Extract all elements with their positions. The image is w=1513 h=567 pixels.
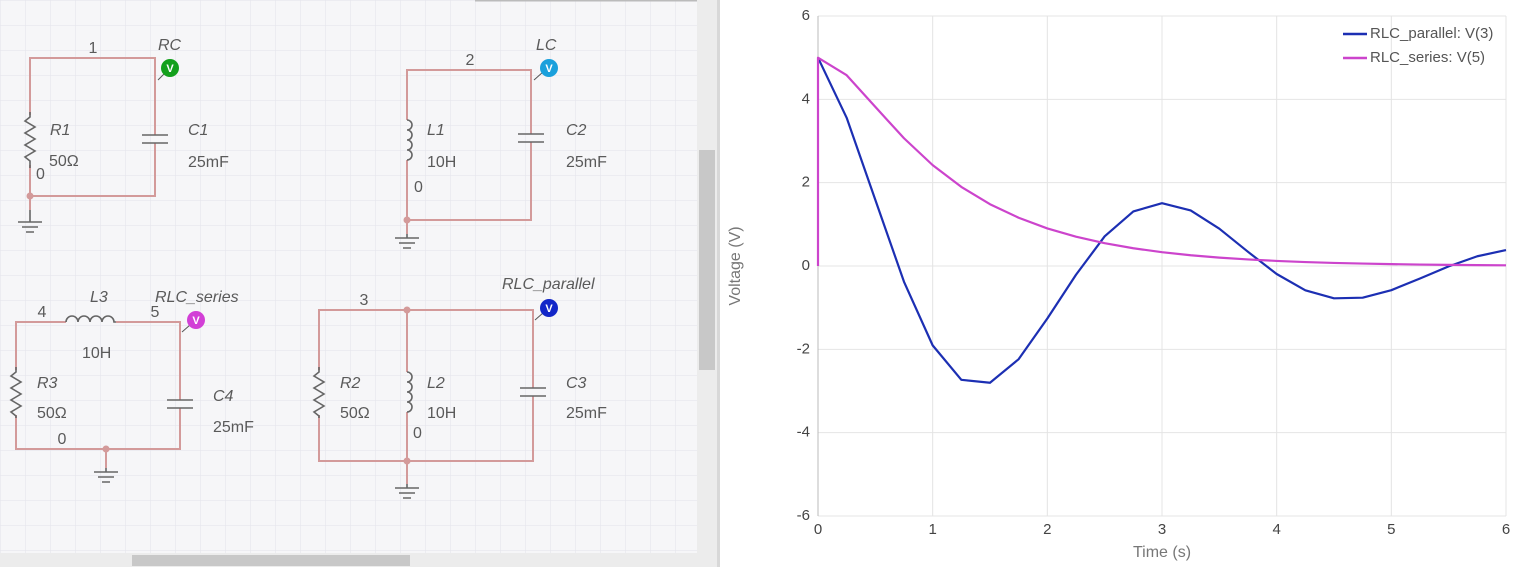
node-label: 0	[413, 425, 422, 442]
y-tick-label: 4	[802, 90, 810, 107]
component-value: 25mF	[188, 154, 229, 171]
probe-name: LC	[536, 37, 557, 54]
circuit-lc: V LC 2 0 L1 10H C2 25mF	[395, 37, 607, 249]
node-label: 4	[38, 304, 47, 321]
capacitor	[167, 399, 193, 409]
v-scroll-thumb[interactable]	[699, 150, 715, 370]
component-ref: R2	[340, 375, 361, 392]
resistor	[9, 367, 23, 418]
component-ref: C4	[213, 388, 234, 405]
x-tick-label: 2	[1043, 521, 1051, 538]
junction	[403, 306, 411, 314]
component-value: 25mF	[566, 405, 607, 422]
component-value: 25mF	[566, 154, 607, 171]
node-label: 0	[414, 179, 423, 196]
component-ref: R3	[37, 375, 58, 392]
probe[interactable]	[540, 59, 558, 77]
capacitor	[142, 134, 168, 144]
y-axis-label: Voltage (V)	[727, 226, 744, 305]
resistor	[312, 367, 326, 418]
component-value: 10H	[82, 345, 111, 362]
node-label: 2	[466, 52, 475, 69]
inductor	[65, 315, 116, 323]
x-tick-label: 6	[1502, 521, 1510, 538]
resistor	[23, 112, 37, 168]
probe-label: V	[166, 63, 174, 75]
node-label: 1	[89, 40, 98, 57]
probe-name: RC	[158, 37, 182, 54]
component-ref: C1	[188, 122, 208, 139]
y-tick-label: -4	[797, 424, 810, 441]
y-tick-label: -6	[797, 507, 810, 524]
ground	[395, 234, 419, 249]
node-label: 0	[36, 166, 45, 183]
probe[interactable]	[187, 311, 205, 329]
node-label: 0	[58, 431, 67, 448]
probe-label: V	[545, 303, 553, 315]
component-ref: L2	[427, 375, 445, 392]
ground	[18, 210, 42, 233]
x-tick-label: 3	[1158, 521, 1166, 538]
chart: Voltage (V) Time (s) -6 -4 -2 0 2 4 6 0 1 2 3 4 5 6 RL…	[727, 7, 1510, 561]
ground	[395, 484, 419, 499]
wire	[29, 57, 156, 210]
component-value: 50Ω	[340, 405, 370, 422]
circuit-rc: V RC 1 0 R1 50Ω C1 25mF	[18, 37, 229, 233]
capacitor	[520, 387, 546, 397]
series-line	[816, 56, 1507, 267]
wire	[318, 309, 534, 484]
probe-lead	[534, 312, 544, 321]
probe-name: RLC_parallel	[502, 276, 595, 293]
divider[interactable]	[717, 0, 720, 567]
ground	[94, 468, 118, 483]
x-tick-label: 0	[814, 521, 822, 538]
x-tick-label: 4	[1272, 521, 1280, 538]
y-tick-label: 6	[802, 7, 810, 24]
y-tick-label: -2	[797, 340, 810, 357]
component-ref: C2	[566, 122, 587, 139]
component-value: 50Ω	[37, 405, 67, 422]
legend-label: RLC_series: V(5)	[1370, 49, 1485, 66]
component-ref: C3	[566, 375, 587, 392]
probe[interactable]	[540, 299, 558, 317]
junction	[26, 192, 34, 200]
h-scroll-thumb[interactable]	[132, 555, 410, 566]
probe-lead	[181, 324, 191, 333]
probe[interactable]	[161, 59, 179, 77]
component-value: 25mF	[213, 419, 254, 436]
component-value: 10H	[427, 154, 456, 171]
probe-lead	[533, 71, 544, 81]
x-tick-label: 1	[928, 521, 936, 538]
y-tick-label: 2	[802, 174, 810, 191]
y-tick-label: 0	[802, 257, 810, 274]
component-ref: L1	[427, 122, 445, 139]
circuit-rlc-series: V RLC_series 4 5 0 L3 10H R3 50Ω C4 25mF	[9, 289, 254, 483]
component-value: 50Ω	[49, 153, 79, 170]
component-ref: R1	[50, 122, 70, 139]
capacitor	[518, 133, 544, 143]
junction	[102, 445, 110, 453]
junction	[403, 216, 411, 224]
node-label: 5	[151, 304, 160, 321]
component-value: 10H	[427, 405, 456, 422]
component-ref: L3	[90, 289, 108, 306]
probe-label: V	[192, 315, 200, 327]
circuit-rlc-parallel: V RLC_parallel 3 0 R2 50Ω L2 10H C3 25mF	[312, 276, 607, 499]
x-axis-label: Time (s)	[1133, 544, 1191, 561]
inductor	[406, 371, 413, 413]
probe-label: V	[545, 63, 553, 75]
node-label: 3	[360, 292, 369, 309]
series-line	[817, 57, 1507, 384]
inductor	[406, 119, 413, 161]
probe-name: RLC_series	[155, 289, 239, 306]
schematic-panel[interactable]: V RC 1 0 R1 50Ω C1 25mF V LC 2 0 L1 10H …	[0, 0, 720, 567]
x-tick-label: 5	[1387, 521, 1395, 538]
legend-label: RLC_parallel: V(3)	[1370, 25, 1493, 42]
junction	[403, 457, 411, 465]
wire	[15, 321, 181, 468]
